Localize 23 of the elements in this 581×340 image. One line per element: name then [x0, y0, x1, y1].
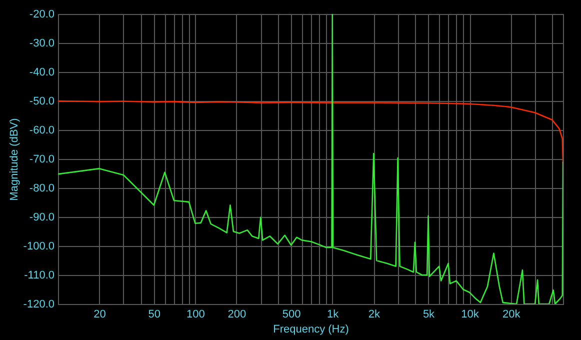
y-tick-label: -120.0	[23, 298, 54, 310]
y-tick-label: -40.0	[29, 66, 54, 78]
y-tick-label: -50.0	[29, 96, 54, 108]
y-tick-label: -60.0	[29, 124, 54, 136]
y-tick-label: -110.0	[24, 270, 54, 282]
x-tick-label: 10k	[461, 308, 480, 320]
x-tick-label: 20	[94, 308, 106, 320]
y-tick-label: -90.0	[29, 212, 54, 224]
x-tick-label: 500	[282, 308, 301, 320]
y-tick-label: -30.0	[29, 38, 54, 50]
x-tick-label: 20k	[502, 308, 521, 320]
x-tick-label: 200	[228, 308, 246, 320]
y-tick-label: -20.0	[29, 8, 54, 20]
y-tick-label: -80.0	[29, 182, 54, 194]
y-axis-title: Magnitude (dBV)	[8, 118, 20, 201]
x-tick-label: 50	[148, 308, 161, 320]
x-tick-label: 100	[186, 308, 205, 320]
x-tick-label: 5k	[422, 308, 436, 320]
y-tick-label: -70.0	[29, 154, 54, 166]
y-tick-label: -100.0	[23, 240, 54, 252]
x-tick-label: 2k	[368, 308, 380, 320]
x-axis-title: Frequency (Hz)	[273, 324, 349, 336]
x-tick-label: 1k	[327, 308, 340, 320]
